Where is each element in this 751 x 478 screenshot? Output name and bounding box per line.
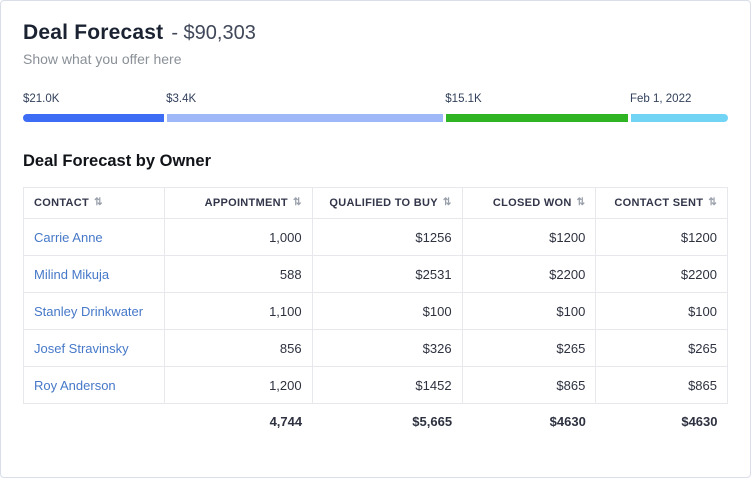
sort-icon[interactable]: ⇅ xyxy=(94,197,103,208)
cell-closed-won: $265 xyxy=(461,329,597,367)
contact-link[interactable]: Josef Stravinsky xyxy=(34,340,129,356)
table-row: Milind Mikuja 588 $2531 $2200 $2200 xyxy=(23,255,728,293)
progress-label: $21.0K xyxy=(23,93,60,105)
column-header-qualified[interactable]: Qualified to Buy ⇅ xyxy=(311,187,463,219)
cell-contact-sent: $265 xyxy=(595,329,728,367)
cell-qualified: $326 xyxy=(311,329,463,367)
total-contact-sent: $4630 xyxy=(595,403,728,440)
progress-bar xyxy=(23,114,728,122)
sort-icon[interactable]: ⇅ xyxy=(708,197,717,208)
column-header-contact[interactable]: Contact ⇅ xyxy=(23,187,165,219)
card-header: Deal Forecast - $90,303 xyxy=(23,21,728,45)
cell-qualified: $1256 xyxy=(311,218,463,256)
cell-contact-sent: $2200 xyxy=(595,255,728,293)
page-title: Deal Forecast xyxy=(23,21,164,44)
contact-link[interactable]: Stanley Drinkwater xyxy=(34,303,144,319)
column-header-closed-won[interactable]: Closed Won ⇅ xyxy=(461,187,597,219)
cell-qualified: $1452 xyxy=(311,366,463,404)
table-row: Stanley Drinkwater 1,100 $100 $100 $100 xyxy=(23,292,728,330)
column-header-contact-sent[interactable]: Contact Sent ⇅ xyxy=(595,187,728,219)
progress-segment-green xyxy=(445,114,629,122)
table-totals-row: 4,744 $5,665 $4630 $4630 xyxy=(23,403,728,440)
cell-qualified: $100 xyxy=(311,292,463,330)
cell-appointment: 1,200 xyxy=(163,366,313,404)
progress-label: $15.1K xyxy=(445,93,482,105)
cell-contact-sent: $100 xyxy=(595,292,728,330)
cell-closed-won: $2200 xyxy=(461,255,597,293)
progress-label: Feb 1, 2022 xyxy=(629,93,692,105)
progress-segment-cyan xyxy=(631,114,728,122)
sort-icon[interactable]: ⇅ xyxy=(442,197,452,208)
cell-contact-sent: $865 xyxy=(595,366,728,404)
table-row: Josef Stravinsky 856 $326 $265 $265 xyxy=(23,329,728,367)
progress-labels: $21.0K $3.4K $15.1K Feb 1, 2022 xyxy=(23,93,728,105)
forecast-table: Contact ⇅ Appointment ⇅ Qualified to Buy… xyxy=(23,187,728,440)
contact-link[interactable]: Milind Mikuja xyxy=(34,266,110,282)
cell-closed-won: $100 xyxy=(461,292,597,330)
table-header-row: Contact ⇅ Appointment ⇅ Qualified to Buy… xyxy=(23,187,728,219)
forecast-progress: $21.0K $3.4K $15.1K Feb 1, 2022 xyxy=(23,93,728,122)
cell-appointment: 856 xyxy=(163,329,313,367)
totals-empty-cell xyxy=(23,403,165,440)
table-row: Carrie Anne 1,000 $1256 $1200 $1200 xyxy=(23,218,728,256)
total-qualified: $5,665 xyxy=(312,403,463,440)
cell-appointment: 588 xyxy=(163,255,313,293)
table-title: Deal Forecast by Owner xyxy=(23,152,211,170)
sort-icon[interactable]: ⇅ xyxy=(292,197,302,208)
total-closed-won: $4630 xyxy=(462,403,596,440)
cell-closed-won: $1200 xyxy=(461,218,597,256)
total-appointment: 4,744 xyxy=(164,403,313,440)
progress-segment-lavender xyxy=(167,114,443,122)
contact-link[interactable]: Roy Anderson xyxy=(34,377,116,393)
cell-qualified: $2531 xyxy=(311,255,463,293)
progress-segment-blue xyxy=(23,114,165,122)
column-header-appointment[interactable]: Appointment ⇅ xyxy=(163,187,313,219)
forecast-amount: - $90,303 xyxy=(171,22,256,44)
contact-link[interactable]: Carrie Anne xyxy=(34,229,103,245)
cell-appointment: 1,000 xyxy=(163,218,313,256)
cell-appointment: 1,100 xyxy=(163,292,313,330)
progress-label: $3.4K xyxy=(166,93,197,105)
cell-contact-sent: $1200 xyxy=(595,218,728,256)
sort-icon[interactable]: ⇅ xyxy=(576,197,586,208)
page-subtitle: Show what you offer here xyxy=(23,51,182,67)
table-row: Roy Anderson 1,200 $1452 $865 $865 xyxy=(23,366,728,404)
cell-closed-won: $865 xyxy=(461,366,597,404)
